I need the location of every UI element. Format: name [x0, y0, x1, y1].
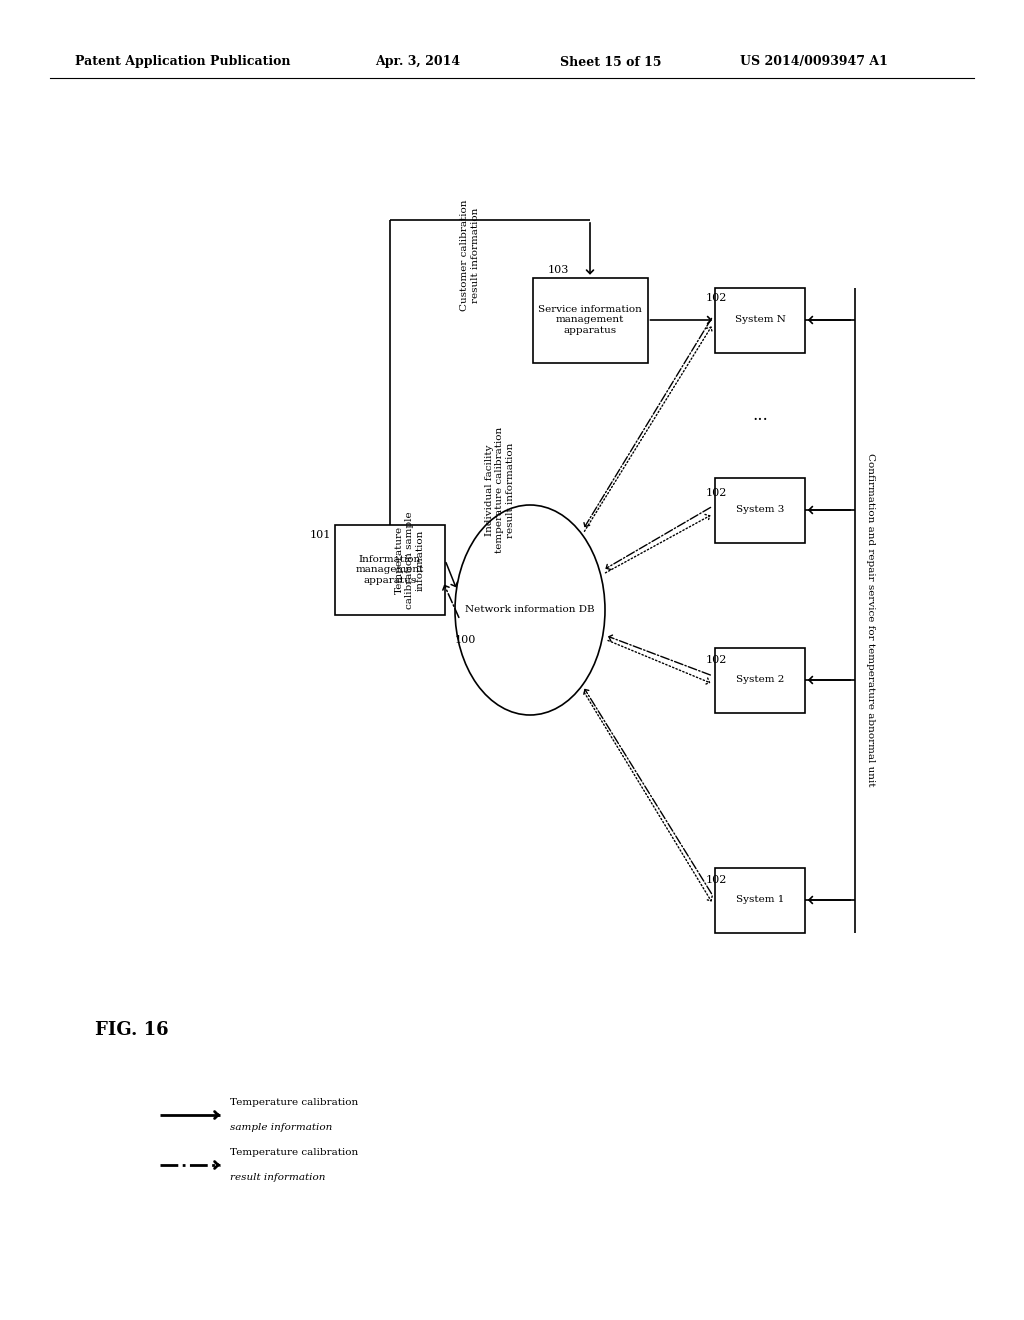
Text: Patent Application Publication: Patent Application Publication — [75, 55, 291, 69]
Bar — [715, 867, 805, 932]
Text: sample information: sample information — [230, 1123, 332, 1133]
Bar — [715, 648, 805, 713]
Text: Information
management
apparatus: Information management apparatus — [355, 556, 424, 585]
Text: Individual facility
temperature calibration
result information: Individual facility temperature calibrat… — [485, 426, 515, 553]
Bar — [335, 525, 445, 615]
Text: Confirmation and repair service for temperature abnormal unit: Confirmation and repair service for temp… — [865, 453, 874, 787]
Text: System N: System N — [734, 315, 785, 325]
Text: FIG. 16: FIG. 16 — [95, 1020, 169, 1039]
Text: System 2: System 2 — [736, 676, 784, 685]
Text: 102: 102 — [706, 293, 727, 304]
Text: Temperature calibration: Temperature calibration — [230, 1098, 358, 1107]
Text: Apr. 3, 2014: Apr. 3, 2014 — [375, 55, 460, 69]
Text: 103: 103 — [548, 265, 569, 275]
Text: Sheet 15 of 15: Sheet 15 of 15 — [560, 55, 662, 69]
Bar — [532, 277, 647, 363]
Text: 102: 102 — [706, 875, 727, 884]
Text: 102: 102 — [706, 488, 727, 498]
Text: Temperature
calibration sample
information: Temperature calibration sample informati… — [395, 511, 425, 609]
Text: Network information DB: Network information DB — [465, 606, 595, 615]
Text: Service information
management
apparatus: Service information management apparatus — [538, 305, 642, 335]
Text: US 2014/0093947 A1: US 2014/0093947 A1 — [740, 55, 888, 69]
Text: result information: result information — [230, 1173, 326, 1181]
Text: 101: 101 — [310, 531, 332, 540]
Text: System 3: System 3 — [736, 506, 784, 515]
Ellipse shape — [455, 506, 605, 715]
Text: 102: 102 — [706, 655, 727, 665]
Bar — [715, 288, 805, 352]
Text: Temperature calibration: Temperature calibration — [230, 1148, 358, 1158]
Text: 100: 100 — [455, 635, 476, 645]
Text: ...: ... — [752, 407, 768, 424]
Text: Customer calibration
result information: Customer calibration result information — [461, 199, 479, 310]
Text: System 1: System 1 — [736, 895, 784, 904]
Bar — [715, 478, 805, 543]
